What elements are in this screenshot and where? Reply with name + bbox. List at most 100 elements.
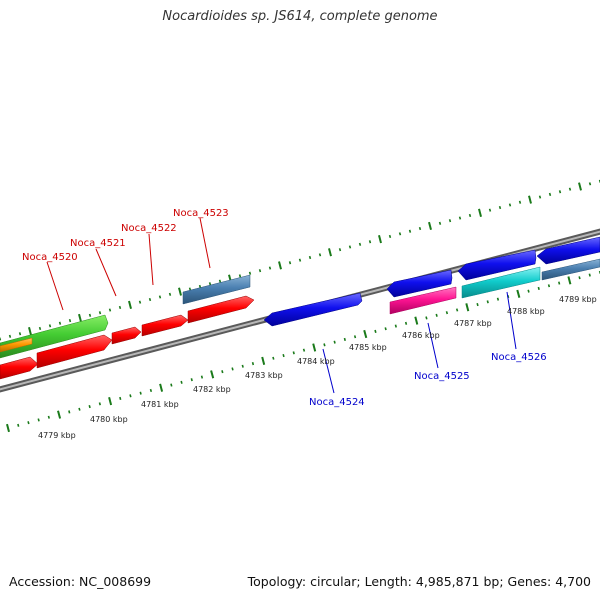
minor-tick [139, 391, 142, 395]
major-tick [6, 423, 10, 433]
minor-tick [518, 200, 522, 204]
gene-label-noca-4524: Noca_4524 [309, 397, 365, 408]
minor-tick [180, 380, 183, 384]
minor-tick [37, 418, 40, 422]
minor-tick [486, 300, 489, 304]
minor-tick [308, 255, 312, 260]
minor-tick [498, 205, 502, 210]
gene-arrow-noca-4521 [36, 334, 113, 369]
minor-tick [27, 421, 30, 425]
major-tick [363, 329, 368, 339]
accession-label: Accession: NC_008699 [9, 574, 152, 589]
minor-tick [374, 329, 377, 333]
major-tick [78, 313, 82, 323]
minor-tick [88, 313, 92, 317]
minor-tick [198, 284, 202, 289]
minor-tick [425, 316, 428, 320]
minor-tick [148, 297, 152, 302]
minor-tick [323, 343, 326, 347]
minor-tick [548, 192, 552, 197]
minor-tick [108, 308, 112, 312]
minor-tick [58, 321, 62, 325]
major-tick [567, 276, 572, 285]
minor-tick [458, 216, 462, 220]
minor-tick [158, 295, 162, 299]
gene-label-noca-4525: Noca_4525 [414, 371, 470, 382]
major-tick [261, 356, 266, 366]
minor-tick [438, 221, 442, 225]
gene-arrow-noca-4526 [457, 249, 537, 281]
minor-tick [343, 337, 346, 342]
minor-tick [508, 203, 512, 207]
gene-label-noca-4526: Noca_4526 [491, 352, 547, 363]
minor-tick [448, 219, 452, 223]
feature-magenta [389, 286, 457, 315]
minor-tick [251, 362, 255, 366]
minor-tick [394, 324, 397, 328]
minor-tick [47, 415, 50, 419]
minor-tick [537, 286, 540, 291]
major-tick [57, 410, 62, 419]
minor-tick [168, 292, 172, 296]
minor-tick [455, 308, 459, 312]
major-tick [210, 370, 215, 379]
minor-tick [496, 297, 500, 301]
minor-tick [272, 356, 275, 360]
minor-tick [18, 332, 22, 336]
major-tick [465, 303, 470, 312]
minor-tick [348, 245, 352, 249]
minor-tick [98, 311, 102, 315]
minor-tick [388, 234, 392, 239]
minor-tick [488, 208, 492, 212]
major-tick [378, 234, 382, 244]
minor-tick [200, 375, 204, 379]
kbp-label: 4786 kbp [402, 331, 440, 340]
minor-tick [558, 281, 561, 285]
kbp-label: 4785 kbp [349, 343, 387, 352]
gene-arrow-next [536, 236, 600, 265]
minor-tick [98, 402, 101, 406]
minor-tick [170, 383, 173, 387]
minor-tick [292, 351, 295, 355]
minor-tick [8, 334, 12, 338]
minor-tick [318, 253, 322, 257]
minor-tick [398, 232, 402, 236]
minor-tick [333, 340, 336, 344]
kbp-label: 4782 kbp [193, 385, 231, 394]
feature-steelblue-right [541, 258, 600, 281]
minor-tick [588, 182, 592, 186]
kbp-label: 4787 kbp [454, 319, 492, 328]
minor-tick [258, 269, 262, 273]
minor-tick [418, 226, 422, 231]
minor-tick [527, 289, 530, 293]
minor-tick [547, 284, 551, 288]
kbp-label: 4784 kbp [297, 357, 335, 366]
major-tick [312, 343, 317, 352]
gene-arrow-noca-4523 [187, 295, 255, 324]
reverse-strand-features [263, 236, 600, 327]
minor-tick [408, 229, 412, 233]
major-tick [528, 195, 532, 204]
minor-tick [48, 324, 52, 328]
major-tick [428, 221, 432, 231]
feature-green [0, 314, 109, 359]
minor-tick [302, 348, 306, 352]
minor-tick [435, 313, 438, 317]
gene-arrow-noca-4522 [111, 326, 142, 345]
minor-tick [68, 410, 71, 414]
minor-tick [68, 318, 72, 323]
minor-tick [298, 258, 302, 262]
gene-label-noca-4523: Noca_4523 [173, 208, 229, 219]
kbp-label: 4780 kbp [90, 415, 128, 424]
minor-tick [558, 190, 562, 194]
minor-tick [118, 305, 122, 310]
minor-tick [78, 407, 81, 411]
minor-tick [288, 261, 292, 265]
minor-tick [248, 271, 252, 275]
inner-tick-track [6, 270, 600, 433]
minor-tick [445, 311, 449, 315]
minor-tick [231, 367, 234, 371]
gene-label-noca-4521: Noca_4521 [70, 238, 126, 249]
major-tick [478, 208, 482, 217]
